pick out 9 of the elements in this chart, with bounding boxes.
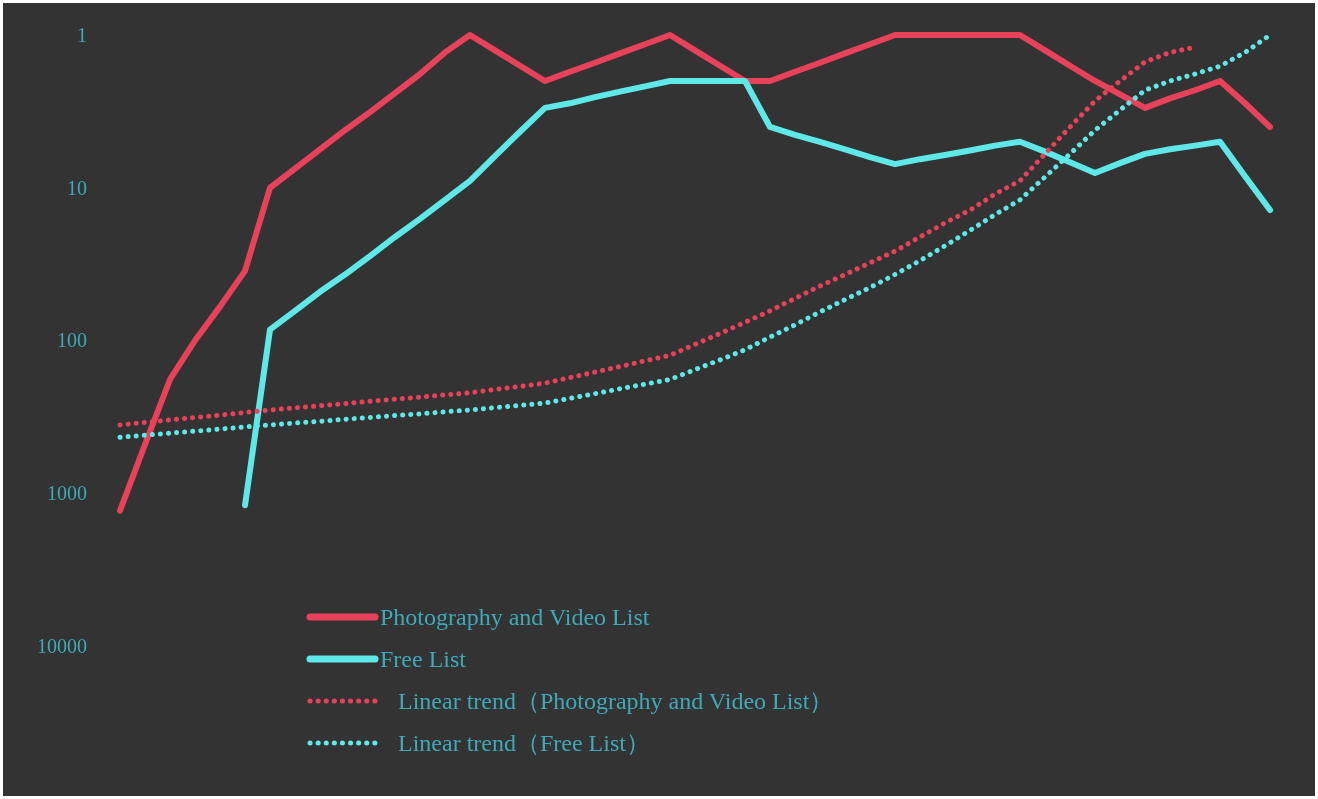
y-tick-label: 100 [57,329,87,352]
legend-label: Free List [380,646,467,672]
legend-label: Linear trend（Free List） [398,730,650,756]
legend-label: Photography and Video List [380,604,650,630]
y-tick-label: 1 [77,23,87,46]
legend-label: Linear trend（Photography and Video List） [398,688,834,714]
y-tick-label: 10000 [37,634,87,657]
y-tick-label: 10 [67,176,87,199]
y-tick-label: 1000 [47,482,87,505]
